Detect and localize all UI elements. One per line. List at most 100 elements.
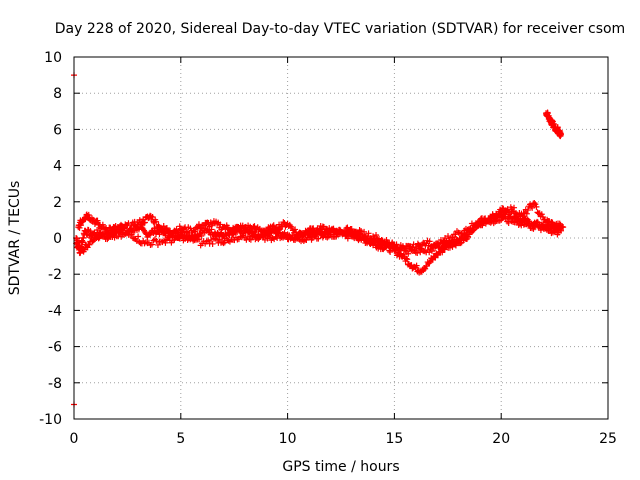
data-point bbox=[556, 220, 563, 227]
data-point bbox=[452, 242, 459, 249]
data-point bbox=[153, 237, 160, 244]
data-point bbox=[403, 255, 410, 262]
data-point bbox=[353, 232, 360, 239]
data-point bbox=[278, 222, 285, 229]
data-point bbox=[268, 228, 275, 235]
data-point bbox=[560, 224, 567, 231]
data-point bbox=[196, 236, 203, 243]
y-tick-label: -6 bbox=[48, 340, 62, 356]
data-point bbox=[558, 131, 565, 138]
data-point bbox=[141, 219, 148, 226]
x-tick-label: 15 bbox=[385, 431, 403, 447]
data-point bbox=[162, 239, 169, 246]
data-point bbox=[154, 241, 161, 248]
data-point bbox=[181, 225, 188, 232]
data-point bbox=[87, 228, 94, 235]
data-point bbox=[177, 233, 184, 240]
data-point bbox=[383, 236, 390, 243]
x-tick-labels: 0 5 10 15 20 25 bbox=[70, 431, 617, 447]
data-point bbox=[75, 239, 82, 246]
data-point bbox=[531, 199, 538, 206]
x-tick-label: 20 bbox=[492, 431, 510, 447]
data-point bbox=[428, 248, 435, 255]
y-tick-label: 4 bbox=[53, 159, 62, 175]
data-point bbox=[506, 209, 513, 216]
data-point bbox=[538, 211, 545, 218]
data-point bbox=[552, 228, 559, 235]
data-point bbox=[413, 262, 420, 269]
data-point bbox=[533, 203, 540, 210]
data-points bbox=[71, 72, 567, 408]
data-point bbox=[275, 230, 282, 237]
data-point bbox=[311, 232, 318, 239]
data-point bbox=[449, 234, 456, 241]
data-point bbox=[137, 221, 144, 228]
data-point bbox=[524, 207, 531, 214]
data-point bbox=[292, 226, 299, 233]
data-point bbox=[361, 228, 368, 235]
data-point bbox=[269, 223, 276, 230]
data-point bbox=[250, 231, 257, 238]
data-point bbox=[251, 223, 258, 230]
data-point bbox=[315, 235, 322, 242]
x-tick-label: 25 bbox=[599, 431, 617, 447]
data-point bbox=[430, 244, 437, 251]
data-point bbox=[414, 240, 421, 247]
data-point bbox=[76, 224, 83, 231]
data-point bbox=[365, 230, 372, 237]
data-point bbox=[511, 204, 518, 211]
data-point bbox=[220, 240, 227, 247]
y-tick-label: -10 bbox=[39, 412, 62, 428]
data-point bbox=[467, 225, 474, 232]
data-point bbox=[191, 228, 198, 235]
data-point bbox=[532, 201, 539, 208]
y-axis-title: SDTVAR / TECUs bbox=[7, 181, 23, 296]
data-point bbox=[404, 256, 411, 263]
y-tick-label: 8 bbox=[53, 86, 62, 102]
data-point bbox=[440, 238, 447, 245]
data-point bbox=[373, 232, 380, 239]
chart-title: Day 228 of 2020, Sidereal Day-to-day VTE… bbox=[55, 21, 625, 37]
data-point bbox=[183, 228, 190, 235]
plot-frame bbox=[73, 56, 609, 420]
data-point bbox=[107, 230, 114, 237]
y-tick-label: 0 bbox=[53, 231, 62, 247]
x-tick-label: 0 bbox=[70, 431, 79, 447]
data-point bbox=[434, 240, 441, 247]
data-point bbox=[426, 249, 433, 256]
data-point bbox=[94, 217, 101, 224]
data-point bbox=[443, 237, 450, 244]
data-point bbox=[529, 204, 536, 211]
data-point bbox=[135, 233, 142, 240]
data-point bbox=[195, 221, 202, 228]
data-point bbox=[148, 241, 155, 248]
x-tick-label: 10 bbox=[279, 431, 297, 447]
data-point bbox=[116, 229, 123, 236]
data-point bbox=[225, 237, 232, 244]
data-point bbox=[176, 223, 183, 230]
data-point bbox=[436, 243, 443, 250]
data-point bbox=[217, 221, 224, 228]
data-point bbox=[534, 218, 541, 225]
data-point bbox=[208, 236, 215, 243]
data-point bbox=[140, 237, 147, 244]
data-point bbox=[347, 229, 354, 236]
data-point bbox=[163, 225, 170, 232]
data-point bbox=[539, 222, 546, 229]
data-point bbox=[265, 232, 272, 239]
data-point bbox=[426, 238, 433, 245]
y-tick-label: 10 bbox=[44, 50, 62, 66]
data-point bbox=[86, 241, 93, 248]
data-point bbox=[126, 226, 133, 233]
data-point bbox=[95, 235, 102, 242]
data-point bbox=[446, 238, 453, 245]
data-point bbox=[426, 259, 433, 266]
data-point bbox=[349, 233, 356, 240]
data-point bbox=[405, 250, 412, 257]
data-point bbox=[555, 229, 562, 236]
data-point bbox=[293, 231, 300, 238]
y-tick-label: 6 bbox=[53, 122, 62, 138]
grid-lines bbox=[74, 57, 608, 419]
